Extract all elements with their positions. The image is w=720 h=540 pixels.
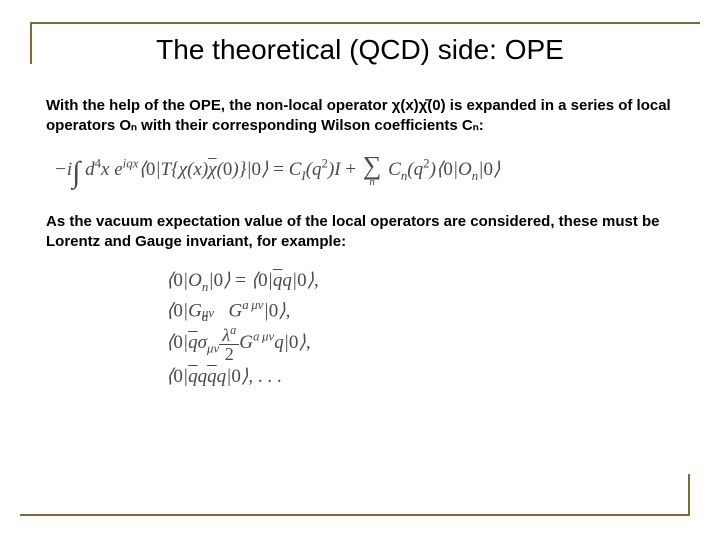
decorative-rule-bottom — [20, 514, 690, 516]
paragraph-2: As the vacuum expectation value of the l… — [46, 212, 674, 251]
slide-title: The theoretical (QCD) side: OPE — [0, 34, 720, 66]
paragraph-1: With the help of the OPE, the non-local … — [46, 96, 674, 135]
decorative-rule-top — [30, 22, 700, 24]
equation-ope-expansion: −i∫ d4x eiqx⟨0|T{χ(x)χ(0)}|0⟩ = CI(q2)I … — [54, 159, 500, 180]
decorative-rule-bottom-notch — [688, 474, 690, 516]
equation-condensate-list: ⟨0|On|0⟩ = ⟨0|qq|0⟩, ⟨0|Gaμν Ga μν|0⟩, ⟨… — [166, 269, 674, 388]
